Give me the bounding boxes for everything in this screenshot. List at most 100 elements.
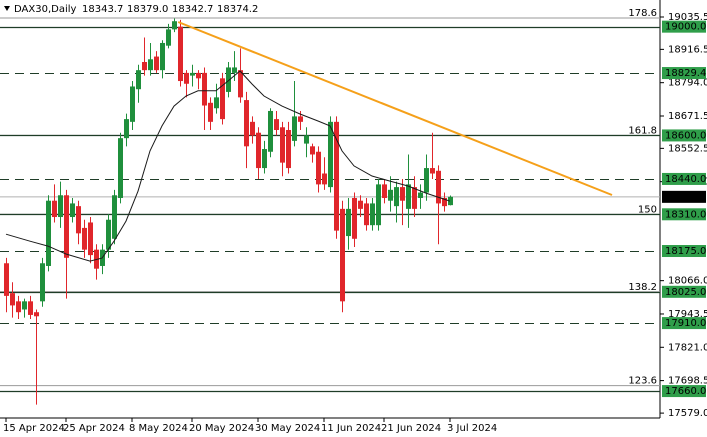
candle-body	[340, 208, 345, 302]
level-price-box	[662, 385, 706, 398]
candle-body	[352, 197, 357, 239]
symbol: DAX30,Daily	[14, 4, 77, 15]
candle-body	[106, 219, 111, 250]
level-price-box	[662, 317, 706, 330]
fib-label: 161.8	[628, 125, 657, 136]
level-price-box	[662, 129, 706, 142]
candle-body	[220, 78, 225, 120]
y-tick-label: 18671.5	[668, 111, 707, 122]
candle-body	[76, 206, 81, 234]
candle-body	[52, 200, 57, 218]
candle-body	[10, 293, 15, 306]
level-price-label: 18025.0	[665, 287, 706, 298]
x-tick-label: 11 Jun 2024	[321, 423, 381, 434]
x-tick-label: 15 Apr 2024	[3, 423, 65, 434]
fib-label: 123.6	[628, 376, 657, 387]
y-tick-label: 17579.0	[668, 408, 707, 419]
candle-body	[160, 42, 165, 71]
candle-body	[448, 196, 453, 206]
candle-body	[172, 21, 177, 30]
candle-body	[226, 67, 231, 92]
y-tick-label: 17821.0	[668, 342, 707, 353]
close-label: 18374.2	[217, 4, 258, 15]
candle-body	[298, 116, 303, 122]
candle-body	[58, 195, 63, 218]
candle-body	[442, 197, 447, 207]
candle-body	[322, 173, 327, 185]
candle-body	[64, 195, 69, 258]
candle-body	[46, 200, 51, 266]
trendline	[177, 21, 613, 196]
candle-body	[244, 100, 249, 147]
moving-average	[5, 70, 451, 262]
candle-body	[214, 97, 219, 109]
candle-body	[250, 121, 255, 136]
open-label: 18343.7	[82, 4, 123, 15]
candle-body	[232, 67, 237, 73]
level-price-box	[662, 208, 706, 221]
y-tick-label: 18794.0	[668, 78, 707, 89]
candle-body	[16, 301, 21, 313]
candle-body	[196, 72, 201, 79]
candle-body	[412, 187, 417, 209]
candle-body	[82, 227, 87, 250]
candle-body	[148, 59, 153, 71]
y-tick-label: 19035.5	[668, 12, 707, 23]
candle-body	[358, 200, 363, 209]
candle-body	[202, 72, 207, 106]
last-price-label: 18374.2	[665, 192, 706, 203]
header: DAX30,Daily 18343.7 18379.0 18342.7 1837…	[4, 4, 258, 15]
level-price-label: 18440.0	[665, 174, 706, 185]
candle-body	[334, 121, 339, 231]
fib-label: 138.2	[628, 282, 657, 293]
candle-body	[430, 168, 435, 174]
candle-body	[124, 119, 129, 139]
y-tick-label: 18552.5	[668, 143, 707, 154]
candle-body	[118, 138, 123, 198]
candle-body	[22, 301, 27, 310]
candle-body	[4, 263, 9, 296]
candle-body	[154, 56, 159, 71]
level-price-label: 18310.0	[665, 209, 706, 220]
candle-body	[400, 187, 405, 201]
level-price-box	[662, 172, 706, 185]
candle-body	[70, 203, 75, 218]
candle-body	[274, 119, 279, 130]
candle-body	[166, 29, 171, 46]
x-tick-label: 3 Jul 2024	[447, 423, 497, 434]
y-tick-label: 17698.5	[668, 376, 707, 387]
candle-body	[292, 116, 297, 141]
candle-body	[280, 127, 285, 163]
candle-body	[112, 195, 117, 239]
candle-body	[418, 192, 423, 198]
candle-body	[328, 121, 333, 188]
level-price-box	[662, 20, 706, 33]
x-tick-label: 25 Apr 2024	[63, 423, 125, 434]
last-price-box	[662, 190, 706, 203]
candle-body	[34, 312, 39, 317]
candle-body	[382, 184, 387, 198]
candle-body	[28, 301, 33, 315]
candle-body	[424, 168, 429, 193]
candle-body	[304, 135, 309, 144]
candle-body	[262, 149, 267, 169]
high-label: 18379.0	[127, 4, 168, 15]
x-tick-label: 30 May 2024	[255, 423, 320, 434]
x-tick-label: 21 Jun 2024	[381, 423, 441, 434]
candle-body	[364, 203, 369, 226]
candle-body	[178, 26, 183, 82]
y-tick-label: 18916.5	[668, 44, 707, 55]
candle-body	[208, 102, 213, 122]
candle-body	[436, 170, 441, 204]
candle-body	[136, 70, 141, 90]
level-price-box	[662, 245, 706, 258]
candle-body	[376, 184, 381, 226]
level-price-label: 18829.4	[665, 68, 706, 79]
candle-body	[370, 203, 375, 226]
candle-body	[316, 151, 321, 185]
level-price-label: 18600.0	[665, 130, 706, 141]
candle-body	[388, 189, 393, 201]
x-tick-label: 20 May 2024	[189, 423, 254, 434]
level-price-label: 17910.0	[665, 318, 706, 329]
